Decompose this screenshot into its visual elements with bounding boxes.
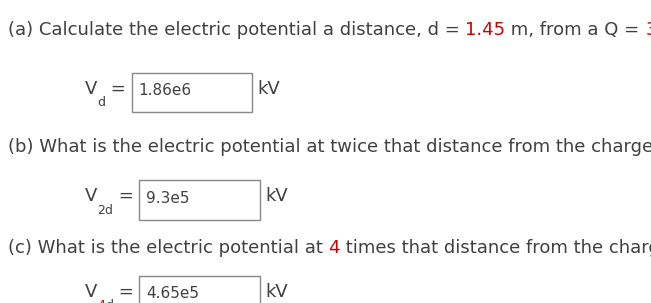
Text: (a) Calculate the electric potential a distance, d =: (a) Calculate the electric potential a d… xyxy=(8,21,465,39)
Text: =: = xyxy=(105,80,132,98)
Text: (c) What is the electric potential at: (c) What is the electric potential at xyxy=(8,239,329,257)
Text: 30: 30 xyxy=(645,21,651,39)
Text: 9.3e5: 9.3e5 xyxy=(146,191,189,206)
Text: times that distance from the charge?: times that distance from the charge? xyxy=(340,239,651,257)
Text: 4: 4 xyxy=(329,239,340,257)
Text: d: d xyxy=(105,299,113,303)
Text: kV: kV xyxy=(265,283,288,301)
Text: 2d: 2d xyxy=(97,204,113,217)
Text: 4: 4 xyxy=(97,299,105,303)
Text: 1.45: 1.45 xyxy=(465,21,505,39)
Text: V: V xyxy=(85,188,97,205)
Text: =: = xyxy=(113,283,139,301)
Text: kV: kV xyxy=(265,188,288,205)
Text: m, from a Q =: m, from a Q = xyxy=(505,21,645,39)
Text: d: d xyxy=(97,96,105,109)
Text: =: = xyxy=(113,188,139,205)
Text: 4.65e5: 4.65e5 xyxy=(146,286,199,301)
Text: (b) What is the electric potential at twice that distance from the charge?: (b) What is the electric potential at tw… xyxy=(8,138,651,155)
Text: 1.86e6: 1.86e6 xyxy=(138,83,191,98)
Text: kV: kV xyxy=(257,80,280,98)
Text: V: V xyxy=(85,283,97,301)
Text: V: V xyxy=(85,80,97,98)
